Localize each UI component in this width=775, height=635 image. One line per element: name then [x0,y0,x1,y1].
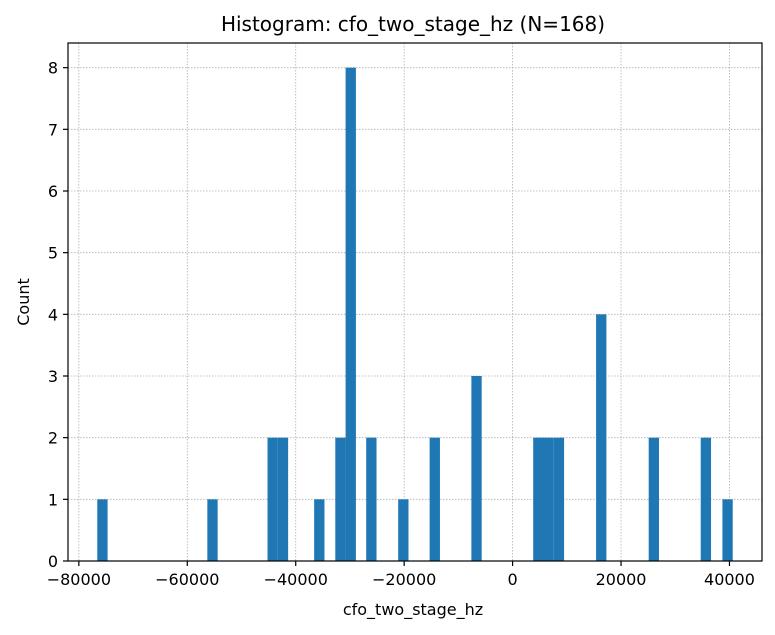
y-tick-label: 2 [48,429,58,448]
histogram-bar [207,499,218,561]
x-tick-label: 20000 [596,570,647,589]
histogram-bar [267,437,278,561]
x-tick-label: 40000 [704,570,755,589]
x-axis-label: cfo_two_stage_hz [343,600,483,620]
y-tick-label: 1 [48,490,58,509]
histogram-bar [596,314,607,561]
histogram-bar [429,437,440,561]
histogram-bar [398,499,409,561]
plot-frame [67,42,763,562]
histogram-bar [648,437,659,561]
histogram-bar [277,437,289,561]
y-tick-label: 0 [48,552,58,571]
x-tick-label: −80000 [47,570,111,589]
x-tick-label: 0 [508,570,518,589]
x-tick-label: −60000 [155,570,219,589]
x-tick-label: −20000 [372,570,436,589]
histogram-bar [543,437,554,561]
histogram-bar [366,437,377,561]
histogram-bar [471,376,482,561]
y-tick-label: 7 [48,120,58,139]
grid [68,43,762,562]
x-tick-label: −40000 [264,570,328,589]
histogram-bar [97,499,108,561]
histogram-bar [533,437,544,561]
y-tick-label: 4 [48,305,58,324]
histogram-bar [722,499,733,561]
histogram-bar [345,67,356,562]
y-tick-label: 3 [48,367,58,386]
y-axis: 0 1 2 3 4 5 6 7 8 [48,59,68,571]
bars [97,67,733,562]
y-tick-label: 8 [48,59,58,78]
y-tick-label: 6 [48,182,58,201]
histogram-bar [314,499,325,561]
chart-title: Histogram: cfo_two_stage_hz (N=168) [221,12,605,36]
histogram-bar [700,437,712,561]
y-axis-label: Count [14,278,33,326]
histogram-bar [335,437,346,561]
x-axis: −80000 −60000 −40000 −20000 0 20000 40000 [47,561,755,589]
y-tick-label: 5 [48,244,58,263]
histogram-bar [553,437,565,561]
